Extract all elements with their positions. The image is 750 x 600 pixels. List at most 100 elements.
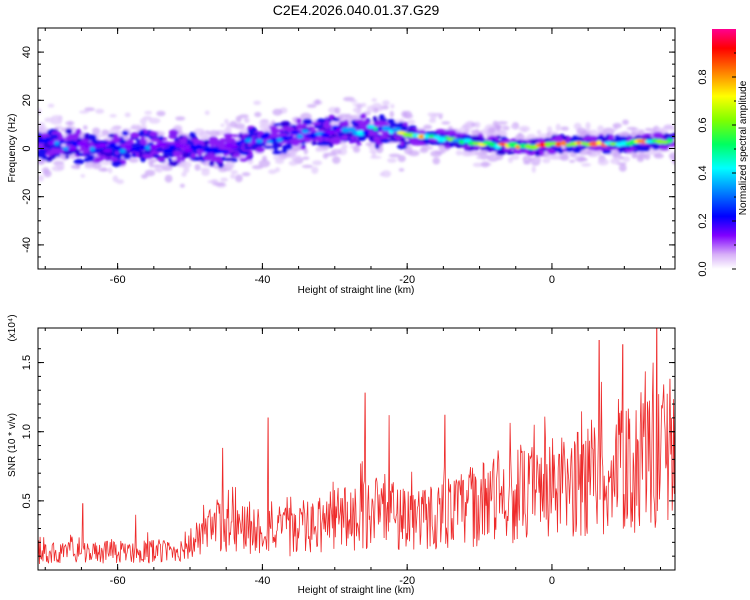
y-tick-label: 0 [21, 145, 33, 151]
spectrogram-halo-blob [95, 108, 105, 114]
spectrogram-halo-blob [341, 144, 348, 149]
spectrogram-halo-blob [515, 133, 525, 141]
spectrogram-halo-blob [620, 131, 630, 138]
spectrogram-band-blob [652, 144, 660, 150]
y-tick-label: 40 [21, 46, 33, 58]
spectrogram-halo-blob [116, 179, 124, 185]
spectrogram-halo-blob [183, 167, 190, 173]
spectrogram-band-blob [66, 134, 75, 139]
spectrogram-band-blob [672, 132, 675, 137]
spectrogram-halo-blob [635, 153, 647, 160]
spectrogram-core-blob [123, 144, 132, 150]
spectrogram-core-blob [59, 139, 65, 144]
spectrogram-core-blob [135, 146, 141, 152]
spectrogram-band-blob [52, 138, 61, 143]
spectrogram-band-blob [258, 147, 265, 152]
spectrogram-halo-blob [531, 158, 539, 164]
y-tick-label: 1.0 [21, 424, 33, 439]
colorbar-ticks: 0.0 0.2 0.4 0.6 0.8 [697, 52, 736, 277]
spectrogram-core-blob [296, 134, 304, 139]
spectrogram-band-blob [218, 161, 224, 169]
spectrogram-halo-blob [655, 127, 665, 133]
spectrogram-halo-blob [79, 110, 89, 114]
spectrogram-peak-blob [576, 141, 581, 145]
spectrogram-band-blob [323, 123, 333, 129]
spectrogram-band-blob [40, 132, 49, 139]
spectrogram-band-blob [577, 136, 583, 142]
spectrogram-halo-blob [135, 124, 141, 132]
spectrogram-band-blob [399, 141, 405, 147]
spectrogram-core-blob [145, 145, 151, 151]
spectrogram-halo-blob [496, 124, 502, 132]
spectrogram-halo-blob [667, 127, 675, 131]
spectrogram-band-blob [463, 134, 472, 140]
spectrogram-band-blob [65, 155, 70, 159]
spectrogram-band-blob [272, 150, 283, 155]
spectrogram-halo-blob [522, 155, 532, 163]
spectrogram-core-blob [260, 134, 269, 139]
spectrogram-halo-blob [108, 167, 113, 174]
spectrogram-halo-blob [312, 160, 323, 166]
spectrogram-band-blob [190, 152, 196, 159]
spectrogram-band-blob [602, 149, 612, 154]
snr-x-label: Height of straight line (km) [298, 585, 415, 596]
spectrogram-band-blob [224, 157, 234, 162]
spectrogram-band-blob [181, 152, 190, 158]
spectrogram-halo-blob [155, 167, 163, 173]
spectrogram-halo-blob [597, 158, 609, 166]
spectrogram-halo-blob [144, 169, 156, 177]
spectrogram-band-blob [73, 158, 85, 165]
colorbar: 0.0 0.2 0.4 0.6 0.8 Normalized spectral ampl… [697, 29, 749, 277]
spectrogram-halo-blob [474, 121, 481, 129]
colorbar-tick-label: 0.8 [697, 69, 709, 84]
spectrogram-core-blob [596, 140, 602, 146]
spectrogram-band-blob [248, 133, 253, 138]
spectrogram-band-blob [565, 145, 574, 153]
spectrogram-halo-blob [401, 110, 408, 118]
spectrogram-core-blob [140, 145, 146, 151]
figure-title: C2E4.2026.040.01.37.G29 [273, 2, 440, 18]
spectrogram-halo-blob [480, 161, 490, 168]
spectrogram-halo-blob [175, 116, 186, 121]
spectrogram-band-blob [338, 122, 349, 127]
spectrogram-band-blob [397, 143, 408, 150]
spectrogram-core-blob [660, 140, 670, 145]
spectrogram-band-blob [307, 126, 315, 130]
x-tick-label: -20 [399, 575, 415, 587]
spectrogram-halo-blob [148, 117, 161, 124]
colorbar-tick-label: 0.0 [697, 261, 709, 276]
colorbar-tick-label: 0.6 [697, 117, 709, 132]
colorbar-tick-label: 0.4 [697, 165, 709, 180]
spectrogram-band-blob [38, 148, 47, 155]
spectrogram-halo-blob [334, 107, 341, 115]
snr-y-ticks: 0.5 1.0 1.5 [21, 348, 675, 557]
spectrogram-halo-blob [210, 179, 219, 184]
spectrogram-band-blob [332, 117, 337, 121]
spectrogram-halo-blob [389, 110, 394, 118]
spectrogram-band-blob [156, 157, 166, 161]
spectrogram-halo-blob [124, 112, 131, 118]
snr-frame [37, 327, 676, 571]
spectrogram-band-blob [168, 161, 179, 167]
spectrogram-band-blob [357, 134, 367, 142]
spectrogram-halo-blob [350, 99, 358, 103]
spectrogram-band-blob [168, 134, 178, 139]
spectrogram-band-blob [602, 137, 608, 142]
spectrogram-halo-blob [208, 130, 220, 137]
spectrogram-halo-blob [235, 174, 243, 183]
spectrogram-halo-blob [404, 147, 413, 155]
spectrogram-halo-blob [432, 157, 441, 165]
spectrogram-halo-blob [398, 168, 405, 172]
spectrogram-halo-blob [161, 165, 173, 171]
spectrogram-band-blob [295, 123, 305, 130]
y-tick-label: 20 [21, 94, 33, 106]
spectrogram-halo-blob [672, 160, 675, 165]
spectrogram-band-blob [608, 134, 615, 141]
spectrogram-halo-blob [334, 149, 341, 154]
spectrogram-halo-blob [65, 121, 75, 126]
spectrogram-band-blob [273, 123, 283, 127]
snr-series-line [38, 328, 675, 565]
snr-panel: -60 -40 -20 0 0.5 1.0 1.5 Height of straight … [7, 314, 676, 596]
spectrogram-halo-blob [241, 172, 251, 177]
spectrogram-halo-blob [518, 125, 531, 132]
